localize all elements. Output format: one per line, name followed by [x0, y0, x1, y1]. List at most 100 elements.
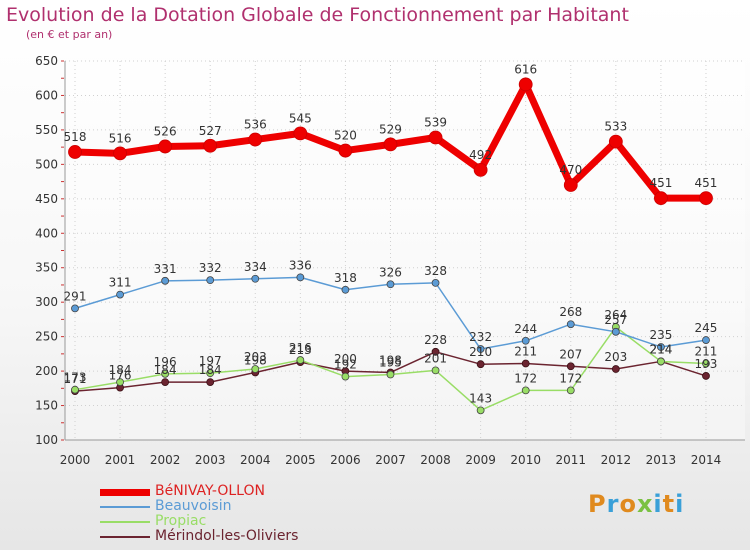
- x-tick-label: 2006: [330, 453, 361, 467]
- data-point: [702, 359, 710, 368]
- data-point: [611, 327, 620, 336]
- data-label: 216: [289, 341, 312, 355]
- legend-item: Mérindol-les-Oliviers: [100, 528, 360, 544]
- data-point: [68, 145, 82, 159]
- data-label: 195: [379, 356, 402, 370]
- data-label: 328: [424, 264, 447, 278]
- data-point: [566, 320, 575, 329]
- data-label: 200: [334, 352, 357, 366]
- data-point: [654, 191, 668, 206]
- data-label: 332: [199, 261, 222, 275]
- data-label: 527: [199, 124, 222, 138]
- data-label: 196: [154, 355, 177, 369]
- data-label: 257: [604, 313, 627, 327]
- data-label: 536: [244, 118, 267, 132]
- data-point: [476, 406, 485, 415]
- data-point: [476, 345, 485, 353]
- data-label: 616: [514, 62, 537, 76]
- y-tick-label: 350: [35, 261, 58, 275]
- data-point: [341, 372, 350, 381]
- x-tick-label: 2011: [555, 453, 586, 467]
- data-label: 172: [559, 371, 582, 385]
- data-label: 331: [154, 262, 177, 276]
- data-label: 207: [559, 347, 582, 361]
- legend-item: Beauvoisin: [100, 498, 360, 514]
- data-point: [71, 385, 79, 394]
- data-point: [657, 343, 665, 351]
- data-label: 176: [109, 369, 132, 383]
- data-label: 184: [199, 363, 222, 377]
- x-tick-label: 2010: [510, 453, 541, 467]
- logo-letter: t: [662, 490, 676, 518]
- data-point: [161, 378, 170, 387]
- legend-swatch: [100, 521, 150, 523]
- data-point: [206, 378, 215, 387]
- data-point: [203, 138, 218, 153]
- data-label: 214: [649, 342, 672, 356]
- data-label: 516: [109, 131, 132, 145]
- data-label: 526: [154, 124, 177, 138]
- y-tick-label: 550: [35, 123, 58, 137]
- y-tick-label: 250: [35, 330, 58, 344]
- data-label: 143: [469, 391, 492, 405]
- data-label: 264: [604, 308, 627, 322]
- y-tick-label: 100: [35, 433, 58, 447]
- data-point: [113, 146, 127, 161]
- data-point: [296, 356, 305, 364]
- data-label: 211: [514, 345, 537, 359]
- y-tick-label: 200: [35, 364, 58, 378]
- data-label: 533: [604, 120, 627, 134]
- data-label: 235: [649, 328, 672, 342]
- data-label: 203: [604, 350, 627, 364]
- data-label: 451: [695, 176, 718, 190]
- data-label: 210: [469, 345, 492, 359]
- data-point: [431, 366, 440, 375]
- data-label: 520: [334, 129, 357, 143]
- data-point: [702, 372, 710, 380]
- data-label: 214: [649, 342, 672, 356]
- legend-swatch: [100, 506, 150, 508]
- x-tick-label: 2013: [646, 453, 677, 467]
- y-tick-label: 650: [35, 54, 58, 68]
- logo-letter: i: [653, 490, 663, 518]
- legend-swatch: [100, 488, 150, 496]
- data-point: [431, 278, 440, 287]
- data-label: 198: [244, 353, 267, 367]
- legend-label: Mérindol-les-Oliviers: [155, 528, 299, 544]
- x-tick-label: 2005: [285, 453, 316, 467]
- data-point: [608, 134, 623, 149]
- data-label: 518: [64, 130, 87, 144]
- data-point: [206, 369, 215, 378]
- x-tick-label: 2001: [105, 453, 136, 467]
- data-point: [699, 191, 713, 206]
- data-point: [563, 178, 578, 192]
- data-label: 228: [424, 333, 447, 347]
- data-label: 245: [695, 321, 718, 335]
- data-label: 184: [109, 363, 132, 377]
- data-point: [566, 386, 575, 395]
- data-label: 268: [559, 305, 582, 319]
- chart-subtitle: (en € et par an): [26, 28, 113, 41]
- data-label: 451: [649, 176, 672, 190]
- data-label: 198: [379, 353, 402, 367]
- data-point: [431, 347, 440, 356]
- legend-label: BéNIVAY-OLLON: [155, 483, 265, 499]
- data-point: [521, 336, 530, 345]
- data-point: [251, 274, 260, 283]
- data-point: [71, 304, 79, 313]
- data-point: [521, 359, 530, 368]
- legend-item: BéNIVAY-OLLON: [100, 483, 360, 499]
- x-tick-label: 2003: [195, 453, 226, 467]
- data-label: 173: [64, 371, 87, 385]
- data-label: 172: [514, 371, 537, 385]
- data-label: 291: [64, 289, 87, 303]
- data-point: [251, 365, 260, 373]
- x-tick-label: 2009: [465, 453, 496, 467]
- data-label: 334: [244, 260, 267, 274]
- data-point: [116, 290, 124, 299]
- data-point: [476, 360, 485, 369]
- data-label: 545: [289, 111, 312, 125]
